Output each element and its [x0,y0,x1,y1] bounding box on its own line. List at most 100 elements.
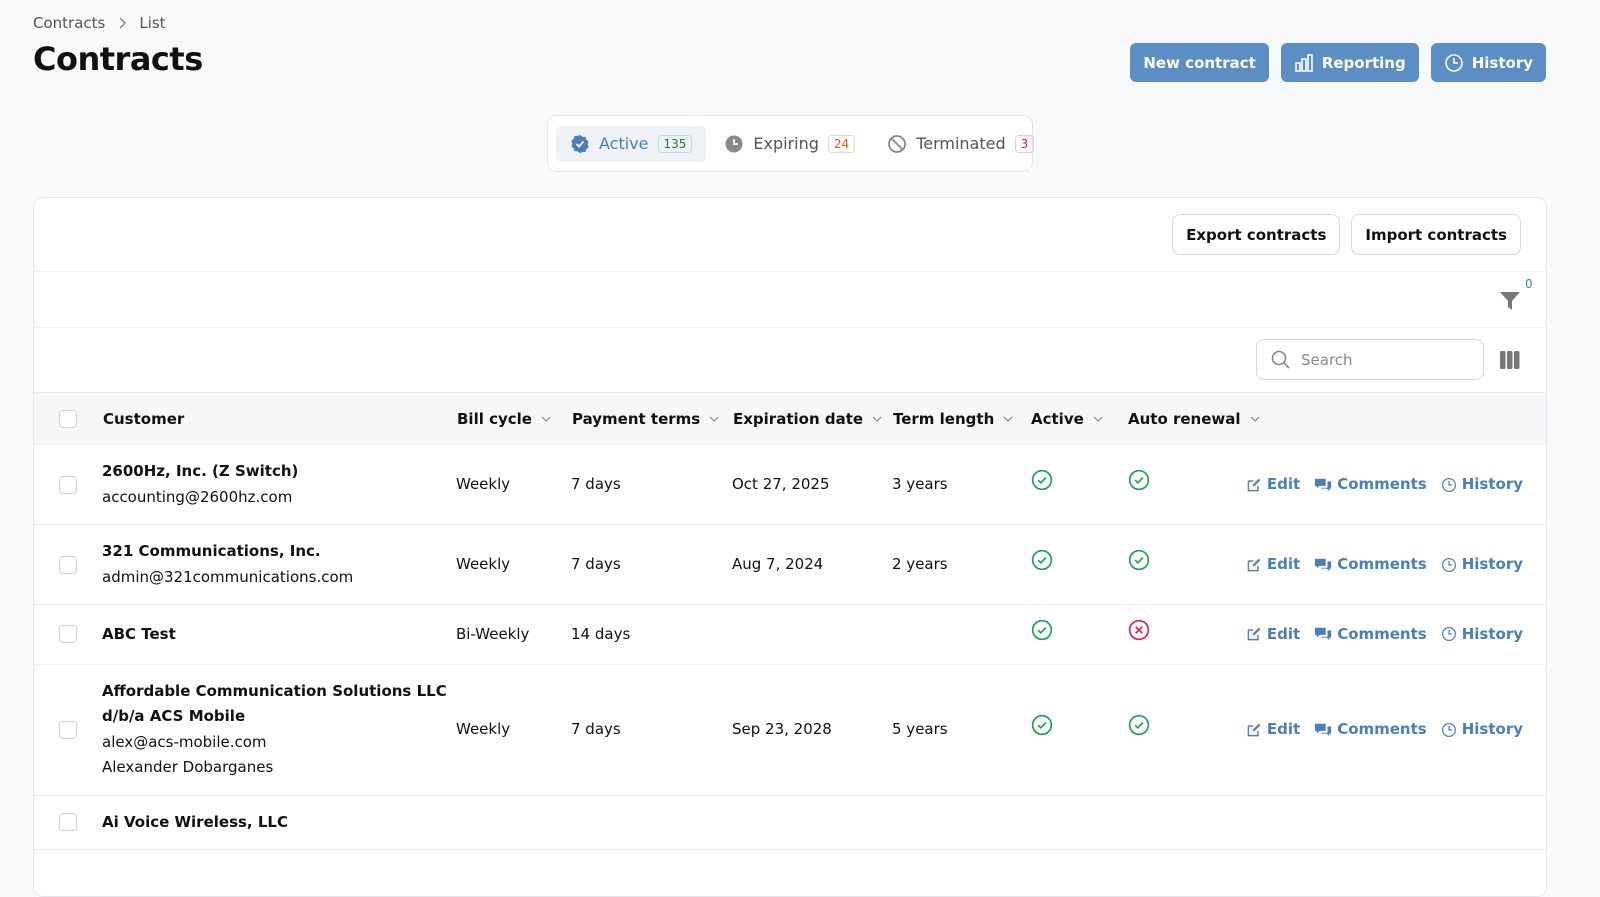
bill-cycle-cell: Weekly [456,664,571,795]
expiration-date: Sep 23, 2028 [732,720,832,738]
column-header[interactable]: Active [1030,393,1127,445]
row-action[interactable]: History [1441,622,1523,648]
filter-icon[interactable] [1499,290,1521,312]
select-cell [34,525,102,605]
select-all-cell [34,393,102,445]
status-tab[interactable]: Expiring24 [710,126,869,162]
select-cell [34,445,102,525]
tab-label: Active [599,134,649,153]
row-action[interactable]: Comments [1314,552,1427,578]
column-header[interactable]: Payment terms [571,393,732,445]
header-actions: New contract Reporting History [1130,43,1546,82]
select-cell [34,664,102,795]
check-icon [1128,714,1150,736]
column-header[interactable]: Term length [892,393,1030,445]
contracts-card: Export contracts Import contracts 0 Sear… [33,197,1547,897]
checkbox[interactable] [59,476,77,494]
app: Contracts List Contracts New contract Re… [0,0,1600,857]
history-icon [1441,722,1457,738]
checkbox[interactable] [59,625,77,643]
contracts-table: CustomerBill cyclePayment termsExpiratio… [34,392,1547,850]
column-header[interactable]: Bill cycle [456,393,571,445]
status-tab[interactable]: Active135 [556,126,706,162]
column-header-content: Term length [893,410,1016,428]
row-action[interactable]: Comments [1314,472,1427,498]
actions-cell: EditCommentsHistory [1267,664,1547,795]
row-action[interactable]: Comments [1314,622,1427,648]
payment-terms-cell: 7 days [571,445,732,525]
new-contract-button[interactable]: New contract [1130,43,1268,82]
breadcrumb-current: List [139,14,165,32]
bill-cycle: Bi-Weekly [456,625,529,643]
tab-label: Expiring [753,134,819,153]
row-action-label: Edit [1267,622,1300,648]
bill-cycle-cell: Weekly [456,525,571,605]
comments-icon [1314,721,1332,739]
check-icon [1031,469,1053,491]
comments-icon [1314,476,1332,494]
history-icon [1441,626,1457,642]
import-button[interactable]: Import contracts [1351,214,1521,255]
row-actions: EditCommentsHistory [1267,717,1547,743]
x-icon [1128,619,1150,641]
customer-detail: alex@acs-mobile.com [102,730,456,756]
expiration-date-cell: Oct 27, 2025 [732,445,892,525]
row-action[interactable]: History [1441,472,1523,498]
term-length-cell: 5 years [892,664,1030,795]
sort-chevron [869,411,885,427]
select-cell [34,605,102,665]
breadcrumb-link[interactable]: Contracts [33,14,105,32]
customer-name: Affordable Communication Solutions LLC d… [102,679,456,730]
column-label: Expiration date [733,410,863,428]
checkbox[interactable] [59,813,77,831]
row-action[interactable]: Edit [1246,622,1300,648]
comments-icon [1314,556,1332,574]
checkbox[interactable] [59,721,77,739]
row-action[interactable]: History [1441,552,1523,578]
history-button[interactable]: History [1431,43,1546,82]
actions-cell [1267,795,1547,850]
customer-detail: Alexander Dobarganes [102,755,456,781]
auto-renewal-status [1128,549,1150,571]
status-tab[interactable]: Terminated3 [873,126,1048,162]
actions-cell: Edit Comments History [1267,605,1547,665]
sort-chevron [538,411,554,427]
term-length-cell: 3 years [892,445,1030,525]
customer-name: ABC Test [102,622,456,648]
customer-cell: 2600Hz, Inc. (Z Switch)accounting@2600hz… [102,445,456,525]
history-icon [1441,477,1457,493]
table-row: 2600Hz, Inc. (Z Switch)accounting@2600hz… [34,445,1547,525]
row-action[interactable]: Edit [1246,552,1300,578]
payment-terms-cell: 7 days [571,525,732,605]
term-length-cell: 2 years [892,525,1030,605]
check-icon [1031,619,1053,641]
search-input[interactable]: Search [1256,339,1484,380]
checkbox[interactable] [59,556,77,574]
checkbox[interactable] [59,410,77,428]
status-tabs: Active135Expiring24Terminated3 [547,115,1033,172]
clock-icon [1444,53,1464,73]
reporting-button[interactable]: Reporting [1281,43,1419,82]
term-length-cell [892,795,1030,850]
customer-cell: 321 Communications, Inc.admin@321communi… [102,525,456,605]
column-header[interactable]: Expiration date [732,393,892,445]
term-length: 5 years [892,720,948,738]
column-header-content: Active [1031,410,1106,428]
export-button[interactable]: Export contracts [1172,214,1340,255]
header-row: CustomerBill cyclePayment termsExpiratio… [34,393,1547,445]
check-icon [1128,469,1150,491]
row-action-label: History [1462,472,1523,498]
ban-icon [887,134,907,154]
row-action[interactable]: History [1441,717,1523,743]
actions-header [1267,393,1547,445]
sort-chevron [1090,411,1106,427]
row-action[interactable]: Edit [1246,472,1300,498]
column-header[interactable]: Auto renewal [1127,393,1267,445]
sort-chevron [1000,411,1016,427]
clock-icon [724,134,744,154]
row-action[interactable]: Comments [1314,717,1427,743]
tab-label: Terminated [916,134,1005,153]
row-action[interactable]: Edit [1246,717,1300,743]
columns-icon[interactable] [1500,351,1520,369]
column-label: Active [1031,410,1084,428]
